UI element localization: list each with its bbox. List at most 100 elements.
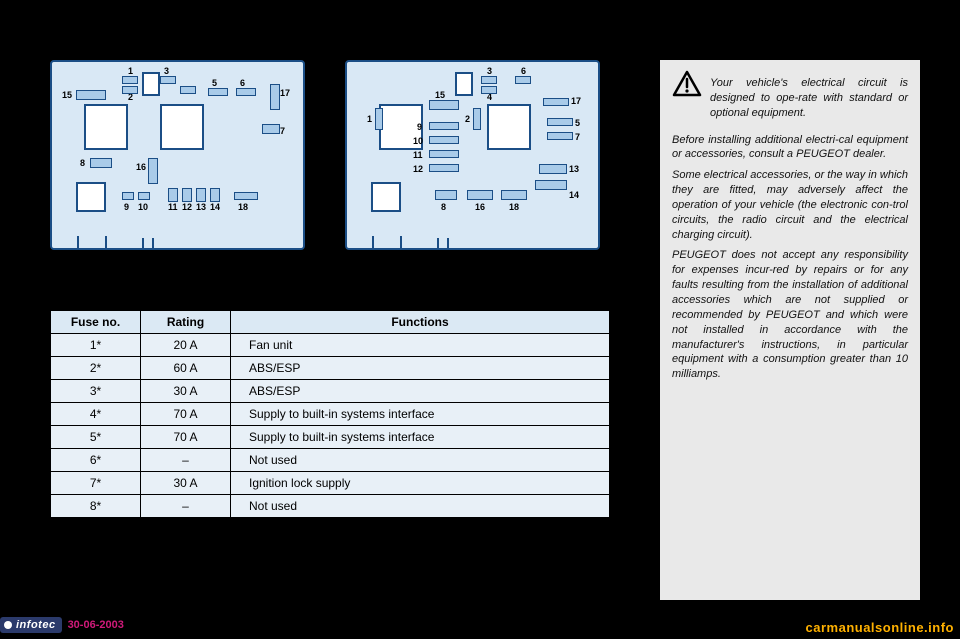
fuse-label: 9 bbox=[417, 122, 422, 132]
table-header-row: Fuse no. Rating Functions bbox=[51, 311, 610, 334]
fuse-label: 18 bbox=[238, 202, 248, 212]
watermark: carmanualsonline.info bbox=[806, 620, 954, 635]
cell-function: Not used bbox=[231, 495, 610, 518]
fuse-table: Fuse no. Rating Functions 1*20 AFan unit… bbox=[50, 310, 610, 518]
fuse-label: 3 bbox=[164, 66, 169, 76]
fuse-slot bbox=[539, 164, 567, 174]
warning-text-2: Before installing additional electri-cal… bbox=[672, 133, 908, 163]
fuse-label: 8 bbox=[80, 158, 85, 168]
fusebox-diagram-right: 3 6 4 15 1 2 17 5 7 bbox=[345, 60, 600, 250]
table-row: 2*60 AABS/ESP bbox=[51, 357, 610, 380]
warning-icon bbox=[672, 70, 702, 127]
footer: infotec 30-06-2003 bbox=[0, 617, 124, 633]
cell-function: Fan unit bbox=[231, 334, 610, 357]
fuse-slot bbox=[168, 188, 178, 202]
fuse-slot bbox=[160, 76, 176, 84]
cell-rating: 20 A bbox=[141, 334, 231, 357]
socket bbox=[455, 72, 473, 96]
cell-rating: 70 A bbox=[141, 426, 231, 449]
cell-function: Supply to built-in systems interface bbox=[231, 426, 610, 449]
cell-function: Not used bbox=[231, 449, 610, 472]
fuse-label: 18 bbox=[509, 202, 519, 212]
fuse-label: 5 bbox=[575, 118, 580, 128]
fuse-label: 1 bbox=[128, 66, 133, 76]
fuse-slot bbox=[543, 98, 569, 106]
diagram-row: 1 3 2 5 6 15 17 7 8 bbox=[50, 60, 640, 250]
socket bbox=[76, 182, 106, 212]
fuse-label: 11 bbox=[168, 202, 178, 212]
fuse-slot bbox=[234, 192, 258, 200]
fuse-label: 2 bbox=[465, 114, 470, 124]
fuse-slot bbox=[182, 188, 192, 202]
warning-text-4: PEUGEOT does not accept any responsibili… bbox=[672, 248, 908, 382]
cell-function: Ignition lock supply bbox=[231, 472, 610, 495]
fuse-slot bbox=[375, 108, 383, 130]
fuse-slot bbox=[429, 164, 459, 172]
diagram-notch bbox=[142, 238, 154, 250]
socket bbox=[142, 72, 160, 96]
cell-function: Supply to built-in systems interface bbox=[231, 403, 610, 426]
socket bbox=[371, 182, 401, 212]
cell-function: ABS/ESP bbox=[231, 357, 610, 380]
warning-panel: Your vehicle's electrical circuit is des… bbox=[660, 60, 920, 600]
cell-rating: 30 A bbox=[141, 380, 231, 403]
fuse-slot bbox=[180, 86, 196, 94]
fuse-label: 13 bbox=[569, 164, 579, 174]
fuse-label: 6 bbox=[240, 78, 245, 88]
fuse-slot bbox=[435, 190, 457, 200]
cell-fuse: 4* bbox=[51, 403, 141, 426]
table-row: 7*30 AIgnition lock supply bbox=[51, 472, 610, 495]
fuse-label: 17 bbox=[571, 96, 581, 106]
fuse-label: 14 bbox=[569, 190, 579, 200]
table-row: 3*30 AABS/ESP bbox=[51, 380, 610, 403]
fuse-slot bbox=[208, 88, 228, 96]
fuse-slot bbox=[210, 188, 220, 202]
fuse-slot bbox=[122, 86, 138, 94]
diagram-notch bbox=[77, 236, 107, 250]
cell-fuse: 6* bbox=[51, 449, 141, 472]
fuse-slot bbox=[122, 192, 134, 200]
table-row: 6*–Not used bbox=[51, 449, 610, 472]
fuse-slot bbox=[547, 118, 573, 126]
col-rating: Rating bbox=[141, 311, 231, 334]
fuse-label: 3 bbox=[487, 66, 492, 76]
warning-text-1: Your vehicle's electrical circuit is des… bbox=[710, 76, 908, 121]
table-row: 5*70 ASupply to built-in systems interfa… bbox=[51, 426, 610, 449]
fuse-slot bbox=[122, 76, 138, 84]
fuse-label: 15 bbox=[435, 90, 445, 100]
table-row: 4*70 ASupply to built-in systems interfa… bbox=[51, 403, 610, 426]
fuse-slot bbox=[138, 192, 150, 200]
fuse-slot bbox=[76, 90, 106, 100]
socket bbox=[84, 104, 128, 150]
fuse-slot bbox=[535, 180, 567, 190]
diagram-notch bbox=[372, 236, 402, 250]
fuse-label: 8 bbox=[441, 202, 446, 212]
socket bbox=[160, 104, 204, 150]
cell-fuse: 3* bbox=[51, 380, 141, 403]
warning-text-3: Some electrical accessories, or the way … bbox=[672, 168, 908, 242]
fuse-slot bbox=[481, 76, 497, 84]
fuse-label: 15 bbox=[62, 90, 72, 100]
fuse-slot bbox=[270, 84, 280, 110]
fuse-label: 9 bbox=[124, 202, 129, 212]
fuse-label: 7 bbox=[575, 132, 580, 142]
cell-fuse: 8* bbox=[51, 495, 141, 518]
col-functions: Functions bbox=[231, 311, 610, 334]
fuse-slot bbox=[467, 190, 493, 200]
cell-rating: 60 A bbox=[141, 357, 231, 380]
cell-fuse: 7* bbox=[51, 472, 141, 495]
fuse-label: 17 bbox=[280, 88, 290, 98]
left-column: 1 3 2 5 6 15 17 7 8 bbox=[50, 60, 640, 600]
table-row: 8*–Not used bbox=[51, 495, 610, 518]
fuse-label: 16 bbox=[475, 202, 485, 212]
fuse-label: 11 bbox=[413, 150, 423, 160]
fuse-slot bbox=[196, 188, 206, 202]
cell-fuse: 5* bbox=[51, 426, 141, 449]
fuse-slot bbox=[262, 124, 280, 134]
fuse-label: 1 bbox=[367, 114, 372, 124]
fuse-slot bbox=[236, 88, 256, 96]
fuse-label: 13 bbox=[196, 202, 206, 212]
fuse-slot bbox=[429, 150, 459, 158]
col-fuse: Fuse no. bbox=[51, 311, 141, 334]
cell-rating: 70 A bbox=[141, 403, 231, 426]
